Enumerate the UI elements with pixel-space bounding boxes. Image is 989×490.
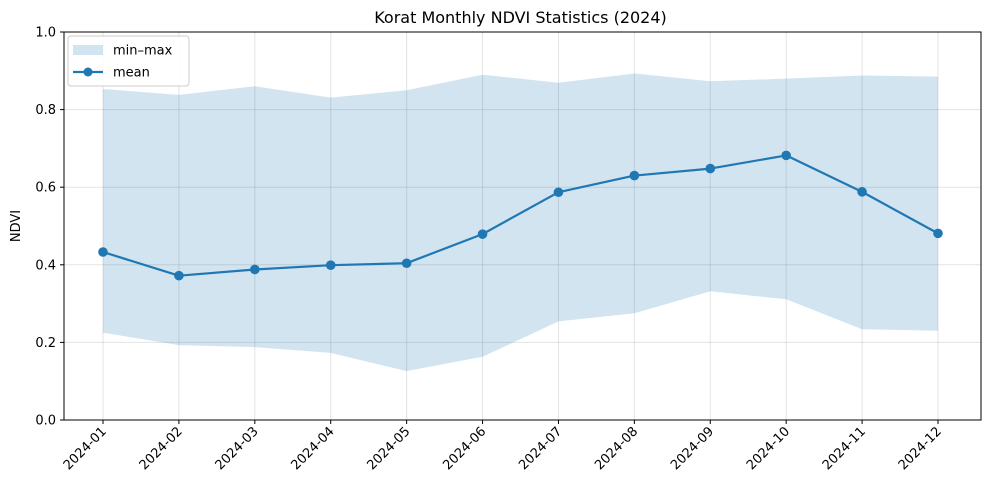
mean-point: [553, 187, 564, 198]
mean-point: [933, 228, 943, 239]
legend-band-label: min–max: [113, 44, 173, 59]
min-max-area: [103, 73, 938, 372]
mean-line: [102, 154, 939, 277]
y-tick-label: 0.8: [35, 103, 56, 118]
legend-mean-label: mean: [113, 66, 150, 81]
y-tick-label: 0.4: [35, 258, 56, 273]
legend-box: [67, 35, 190, 87]
grid-lines: [64, 31, 981, 421]
y-tick-label: 0.2: [35, 336, 56, 351]
plot-frame: [63, 31, 982, 421]
min-max-band: [103, 73, 938, 372]
y-axis-label: NDVI: [9, 210, 24, 242]
mean-line-path: [102, 154, 939, 277]
chart-title: Korat Monthly NDVI Statistics (2024): [374, 8, 667, 27]
y-tick-label: 0.6: [35, 181, 56, 196]
legend-mean-marker: [83, 67, 93, 77]
mean-point: [174, 270, 184, 281]
mean-point: [705, 163, 716, 174]
mean-point: [250, 264, 260, 275]
mean-point: [781, 150, 791, 161]
mean-point: [629, 170, 640, 181]
mean-point: [477, 229, 488, 239]
legend-band-swatch: [73, 45, 103, 55]
legend: min–max mean: [67, 35, 190, 87]
mean-point: [857, 187, 867, 197]
y-tick-label: 0.0: [35, 414, 56, 429]
mean-point: [325, 260, 336, 270]
y-tick-label: 1.0: [35, 26, 56, 41]
y-axis: 0.0 0.2 0.4 0.6 0.8 1.0: [35, 26, 64, 429]
mean-point: [401, 258, 412, 269]
mean-points: [98, 150, 943, 281]
mean-point: [98, 247, 108, 257]
